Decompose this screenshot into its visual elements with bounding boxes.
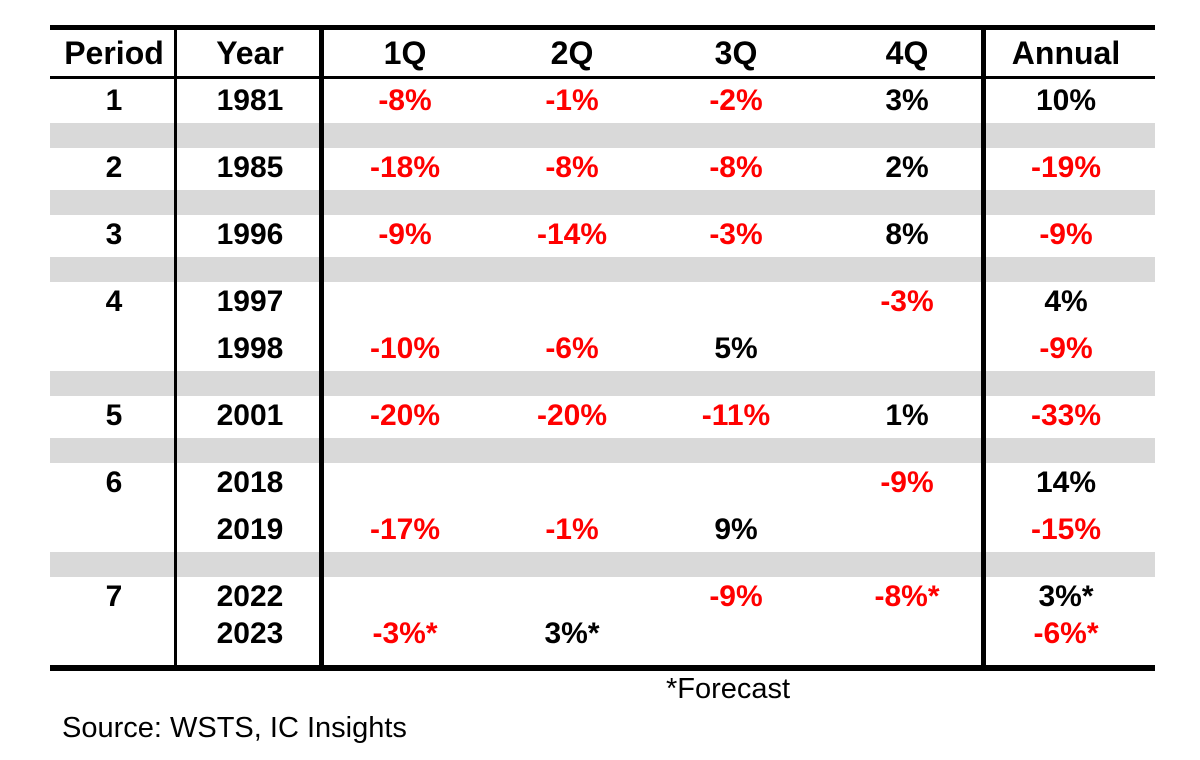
- annual-value: 3%*: [1038, 580, 1094, 613]
- q1-value: -20%: [369, 399, 441, 432]
- q2-value: -20%: [536, 399, 608, 432]
- header-rule: [50, 76, 1155, 79]
- q2-value: -14%: [536, 218, 608, 251]
- period-label: 7: [105, 580, 123, 613]
- year-label: 1981: [216, 84, 284, 117]
- q1-value: -17%: [369, 513, 441, 546]
- period-label: 2: [105, 151, 123, 184]
- q3-value: -8%: [709, 151, 763, 184]
- annual-value: -19%: [1030, 151, 1102, 184]
- year-divider: [319, 25, 324, 671]
- year-label: 1985: [216, 151, 284, 184]
- q2-value: -1%: [545, 84, 599, 117]
- q1-value: -9%: [378, 218, 432, 251]
- q4-value: -9%: [880, 466, 934, 499]
- annual-value: 4%: [1044, 285, 1088, 318]
- row-separator-band: [50, 123, 1155, 148]
- row-separator-band: [50, 552, 1155, 577]
- q3-value: 5%: [714, 332, 758, 365]
- source-note: Source: WSTS, IC Insights: [62, 712, 407, 744]
- annual-value: -6%*: [1033, 617, 1099, 650]
- year-label: 1997: [216, 285, 284, 318]
- annual-value: -33%: [1030, 399, 1102, 432]
- annual-value: -9%: [1039, 332, 1093, 365]
- annual-divider: [981, 25, 986, 671]
- q4-value: -8%*: [874, 580, 940, 613]
- period-label: 3: [105, 218, 123, 251]
- q1-value: -18%: [369, 151, 441, 184]
- row-separator-band: [50, 190, 1155, 215]
- q2-value: -6%: [545, 332, 599, 365]
- column-header-q1: 1Q: [383, 35, 427, 71]
- q1-value: -3%*: [372, 617, 438, 650]
- q1-value: -8%: [378, 84, 432, 117]
- q4-value: -3%: [880, 285, 934, 318]
- annual-value: 10%: [1035, 84, 1097, 117]
- q2-value: -8%: [545, 151, 599, 184]
- column-header-q2: 2Q: [550, 35, 594, 71]
- q3-value: -2%: [709, 84, 763, 117]
- q4-value: 3%: [885, 84, 929, 117]
- column-header-year: Year: [216, 35, 284, 71]
- period-label: 6: [105, 466, 123, 499]
- q4-value: 1%: [885, 399, 929, 432]
- column-header-q4: 4Q: [885, 35, 929, 71]
- q4-value: 2%: [885, 151, 929, 184]
- year-label: 1996: [216, 218, 284, 251]
- q3-value: 9%: [714, 513, 758, 546]
- column-header-annual: Annual: [1011, 35, 1121, 71]
- row-separator-band: [50, 371, 1155, 396]
- year-label: 2019: [216, 513, 284, 546]
- annual-value: -9%: [1039, 218, 1093, 251]
- top-rule: [50, 25, 1155, 30]
- row-separator-band: [50, 438, 1155, 463]
- q4-value: 8%: [885, 218, 929, 251]
- q3-value: -9%: [709, 580, 763, 613]
- column-header-q3: 3Q: [714, 35, 758, 71]
- period-label: 5: [105, 399, 123, 432]
- year-label: 1998: [216, 332, 284, 365]
- q3-value: -3%: [709, 218, 763, 251]
- bottom-rule: [50, 665, 1155, 671]
- period-label: 1: [105, 84, 123, 117]
- q2-value: -1%: [545, 513, 599, 546]
- year-label: 2001: [216, 399, 284, 432]
- semiconductor-growth-table: Period Year 1Q 2Q 3Q 4Q Annual 1 1981 -8% -1% -2% 3%…: [50, 25, 1155, 675]
- year-label: 2018: [216, 466, 284, 499]
- period-divider: [174, 25, 177, 671]
- column-header-period: Period: [64, 35, 164, 71]
- annual-value: -15%: [1030, 513, 1102, 546]
- forecast-footnote: *Forecast: [666, 673, 791, 705]
- annual-value: 14%: [1035, 466, 1097, 499]
- q3-value: -11%: [701, 399, 771, 432]
- row-separator-band: [50, 257, 1155, 282]
- q1-value: -10%: [369, 332, 441, 365]
- period-label: 4: [105, 285, 123, 318]
- year-label: 2023: [216, 617, 284, 650]
- q2-value: 3%*: [544, 617, 600, 650]
- year-label: 2022: [216, 580, 284, 613]
